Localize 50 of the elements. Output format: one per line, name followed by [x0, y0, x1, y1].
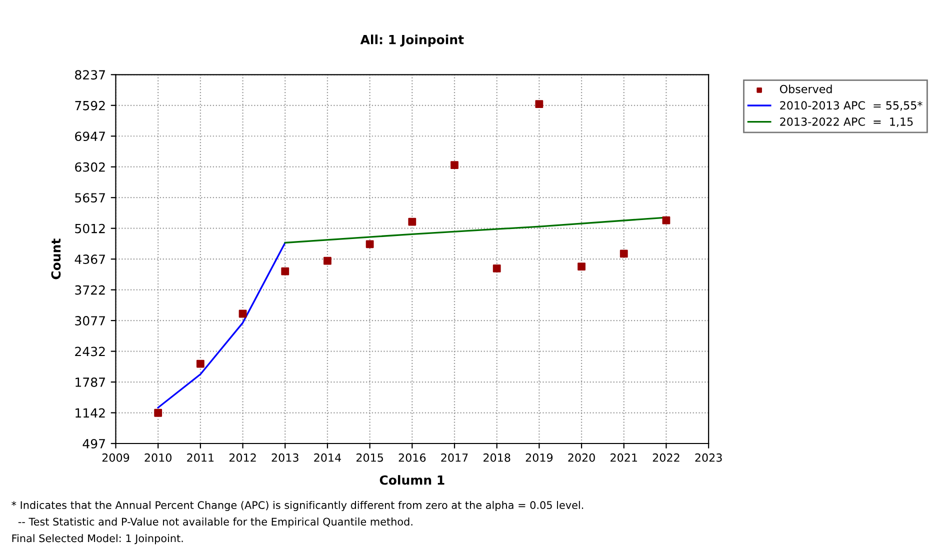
x-tick-label: 2018: [484, 453, 510, 462]
x-tick-label: 2014: [314, 453, 341, 462]
text: Final Selected Model: 1 Joinpoint.: [12, 534, 183, 544]
x-axis-title: Column 1: [380, 475, 444, 485]
text: * Indicates that the Annual Percent Change (APC) is significantly different from zero at the alpha = 0.05 level.: [12, 500, 584, 512]
y-axis-title: Count: [51, 238, 61, 280]
y-tick-label: 3077: [75, 316, 105, 326]
y-tick-label: 2432: [75, 346, 105, 356]
y-tick-label: 4367: [74, 254, 105, 264]
point: [238, 310, 247, 318]
y-tick-label: 497: [82, 438, 105, 448]
y-tick-label: 8237: [75, 70, 105, 80]
y-tick-label: 6302: [75, 162, 105, 172]
point: [578, 262, 586, 271]
x-tick-label: 2011: [187, 453, 214, 462]
point: [366, 240, 374, 248]
y-tick-label: 6947: [75, 132, 105, 142]
point: [324, 256, 332, 265]
x-tick-label: 2010: [144, 453, 172, 462]
point: [662, 216, 670, 224]
legend-label: 2010-2013 APC = 55,55*: [780, 101, 922, 111]
y-tick-label: 7592: [75, 100, 105, 110]
x-tick-label: 2020: [568, 453, 595, 462]
x-tick-label: 2013: [272, 453, 298, 462]
point: [535, 100, 544, 108]
text: -- Test Statistic and P-Value not available for the Empirical Quantile method.: [18, 518, 412, 528]
y-tick-label: 5012: [75, 224, 105, 234]
point: [408, 218, 416, 226]
x-tick-label: 2021: [610, 453, 637, 462]
y-tick-label: 1787: [76, 378, 105, 387]
x-tick-label: 2017: [441, 453, 468, 462]
point: [450, 161, 458, 170]
legend-label: 2013-2022 APC = 1,15: [780, 117, 913, 128]
x-tick-label: 2023: [695, 453, 722, 462]
chart-title: All: 1 Joinpoint: [360, 34, 464, 47]
legend-label: Observed: [780, 84, 832, 94]
point: [281, 267, 290, 276]
x-tick-label: 2019: [526, 453, 553, 462]
point: [154, 408, 162, 417]
x-tick-label: 2016: [398, 453, 426, 462]
x-tick-label: 2015: [356, 453, 383, 462]
point: [196, 360, 204, 368]
x-tick-label: 2009: [102, 453, 130, 462]
y-tick-label: 1142: [76, 408, 105, 418]
x-tick-label: 2012: [229, 453, 256, 462]
point: [620, 250, 628, 258]
y-tick-label: 5657: [75, 193, 105, 203]
x-tick-label: 2022: [652, 453, 680, 462]
y-tick-label: 3722: [75, 285, 105, 295]
point: [492, 264, 501, 272]
